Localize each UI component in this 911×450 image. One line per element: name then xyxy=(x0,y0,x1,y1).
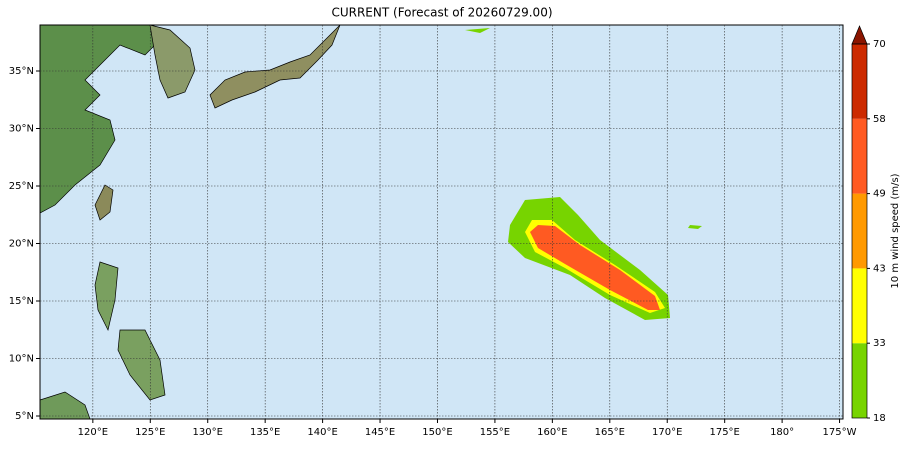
x-tick-label: 160°E xyxy=(537,427,567,438)
x-tick-label: 125°E xyxy=(135,427,165,438)
land xyxy=(39,24,702,420)
y-tick-label: 30°N xyxy=(9,124,34,135)
colorbar-segment xyxy=(852,193,867,269)
y-tick-label: 10°N xyxy=(9,354,34,365)
x-tick-label: 130°E xyxy=(193,427,223,438)
colorbar-tick-label: 70 xyxy=(873,39,886,50)
x-tick-label: 175°E xyxy=(709,427,739,438)
colorbar-tick-label: 49 xyxy=(873,189,886,200)
x-tick-label: 150°E xyxy=(422,427,452,438)
x-tick-label: 135°E xyxy=(250,427,280,438)
colorbar-tick-label: 33 xyxy=(873,338,886,349)
x-tick-label: 170°E xyxy=(652,427,682,438)
ocean xyxy=(40,25,843,419)
colorbar-segment xyxy=(852,118,867,194)
y-tick-label: 15°N xyxy=(9,296,34,307)
x-tick-label: 175°W xyxy=(823,427,857,438)
colorbar-extend xyxy=(851,25,868,45)
map-frame xyxy=(39,24,844,420)
x-tick-label: 155°E xyxy=(480,427,510,438)
colorbar-tick-label: 18 xyxy=(873,413,886,424)
y-tick-label: 5°N xyxy=(15,411,34,422)
x-tick-label: 120°E xyxy=(78,427,108,438)
y-tick-label: 25°N xyxy=(9,181,34,192)
x-tick-label: 140°E xyxy=(307,427,337,438)
colorbar-segment xyxy=(852,343,867,418)
colorbar-frame xyxy=(851,43,868,419)
colorbar-tick-label: 58 xyxy=(873,114,886,125)
colorbar-segment xyxy=(852,268,867,344)
y-tick-label: 20°N xyxy=(9,239,34,250)
colorbar-tick-label: 43 xyxy=(873,263,886,274)
x-tick-label: 145°E xyxy=(365,427,395,438)
x-tick-label: 180° xyxy=(770,427,794,438)
colorbar-label: 10 m wind speed (m/s) xyxy=(890,173,901,288)
chart-title: CURRENT (Forecast of 20260729.00) xyxy=(331,6,552,20)
x-tick-label: 165°E xyxy=(595,427,625,438)
y-tick-label: 35°N xyxy=(9,66,34,77)
colorbar-segment xyxy=(852,44,867,119)
